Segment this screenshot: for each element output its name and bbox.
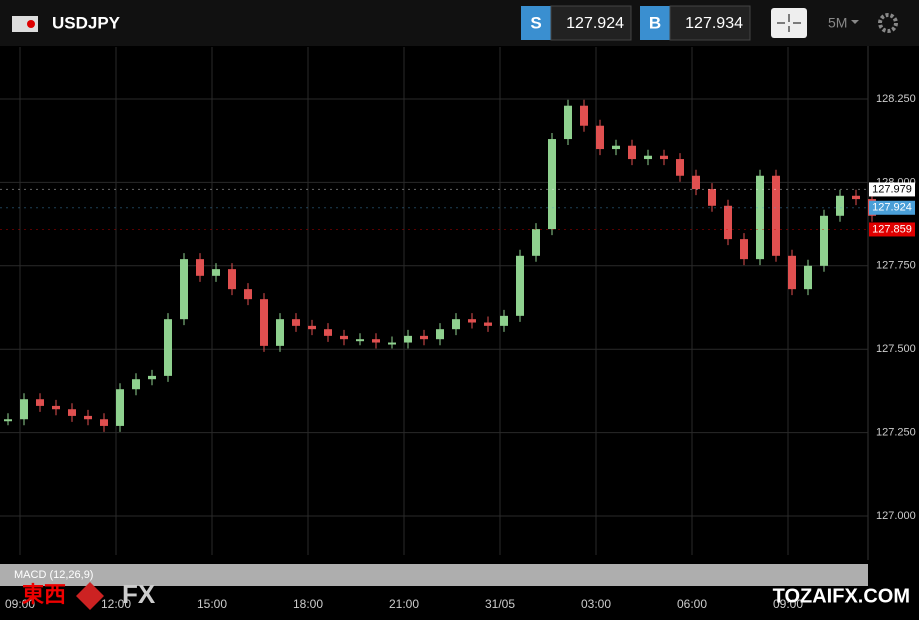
candle (452, 319, 460, 330)
candle (84, 415, 92, 420)
candle (356, 339, 364, 342)
buy-price: 127.934 (685, 15, 743, 32)
candle (180, 259, 188, 320)
candle (676, 159, 684, 176)
x-tick-label: 21:00 (389, 597, 419, 611)
candle (740, 239, 748, 260)
candle (116, 389, 124, 426)
candle (708, 189, 716, 206)
x-tick-label: 15:00 (197, 597, 227, 611)
price-tag-label: 127.979 (872, 183, 912, 195)
sell-price-box[interactable] (550, 5, 632, 41)
candle (52, 405, 60, 410)
candle (468, 319, 476, 323)
candle (324, 329, 332, 336)
y-tick-label: 127.750 (876, 260, 916, 272)
timeframe[interactable]: 5M (828, 15, 847, 31)
candle (612, 145, 620, 150)
x-tick-label: 09:00 (5, 597, 35, 611)
candle (804, 265, 812, 290)
flag-icon (12, 16, 38, 32)
candle (564, 105, 572, 140)
macd-label: MACD (12,26,9) (14, 569, 93, 581)
candle (500, 315, 508, 326)
candle (212, 269, 220, 276)
candle (372, 339, 380, 343)
candle (292, 319, 300, 326)
crosshair-icon (777, 14, 801, 32)
candle (68, 409, 76, 416)
candle (308, 325, 316, 330)
dropdown-arrow (851, 20, 859, 24)
candle (100, 419, 108, 426)
candle (852, 195, 860, 200)
candle (388, 342, 396, 345)
price-tag (869, 200, 915, 215)
candle (260, 299, 268, 346)
buy-button[interactable] (640, 6, 670, 40)
x-tick-label: 31/05 (485, 597, 515, 611)
candle (164, 319, 172, 376)
x-tick-label: 03:00 (581, 597, 611, 611)
candle (548, 139, 556, 230)
symbol: USDJPY (52, 13, 121, 32)
y-tick-label: 127.500 (876, 343, 916, 355)
flag-dot (27, 20, 35, 28)
price-tag (869, 182, 915, 197)
watermark-left: 東西 (22, 582, 66, 607)
candle (4, 419, 12, 422)
candle (724, 205, 732, 240)
candle (436, 329, 444, 340)
candle (340, 335, 348, 340)
candle (276, 319, 284, 346)
candle (228, 269, 236, 290)
candle (692, 175, 700, 190)
candle (196, 259, 204, 276)
crosshair-button[interactable] (771, 8, 807, 38)
buy-label: B (649, 13, 661, 32)
candle (404, 335, 412, 343)
settings-icon[interactable] (878, 13, 898, 33)
candle (580, 105, 588, 126)
macd-panel (0, 564, 868, 586)
candle (532, 229, 540, 256)
price-tag (869, 222, 915, 237)
candle (788, 255, 796, 290)
candle (820, 215, 828, 266)
price-tag-label: 127.859 (872, 223, 912, 235)
candle (756, 175, 764, 260)
watermark-mid: FX (122, 579, 156, 609)
candle (36, 399, 44, 406)
x-tick-label: 09:00 (773, 597, 803, 611)
sell-button[interactable] (521, 6, 551, 40)
price-tag-label: 127.924 (872, 202, 912, 214)
candle (20, 399, 28, 420)
candle (244, 289, 252, 300)
y-tick-label: 127.250 (876, 426, 916, 438)
candle (420, 335, 428, 340)
x-tick-label: 06:00 (677, 597, 707, 611)
sell-label: S (530, 13, 541, 32)
candle (644, 155, 652, 160)
watermark-right: TOZAIFX.COM (773, 585, 910, 607)
candle (628, 145, 636, 160)
candle (148, 375, 156, 380)
x-tick-label: 18:00 (293, 597, 323, 611)
y-tick-label: 128.250 (876, 93, 916, 105)
toolbar (0, 0, 919, 46)
x-tick-label: 12:00 (101, 597, 131, 611)
candle (836, 195, 844, 216)
watermark-logo (76, 582, 104, 610)
candle (772, 175, 780, 256)
candle (484, 322, 492, 326)
candle (596, 125, 604, 150)
sell-price: 127.924 (566, 15, 624, 32)
candle (132, 379, 140, 390)
buy-price-box[interactable] (669, 5, 751, 41)
y-tick-label: 127.000 (876, 510, 916, 522)
candle (516, 255, 524, 316)
candle (660, 155, 668, 160)
